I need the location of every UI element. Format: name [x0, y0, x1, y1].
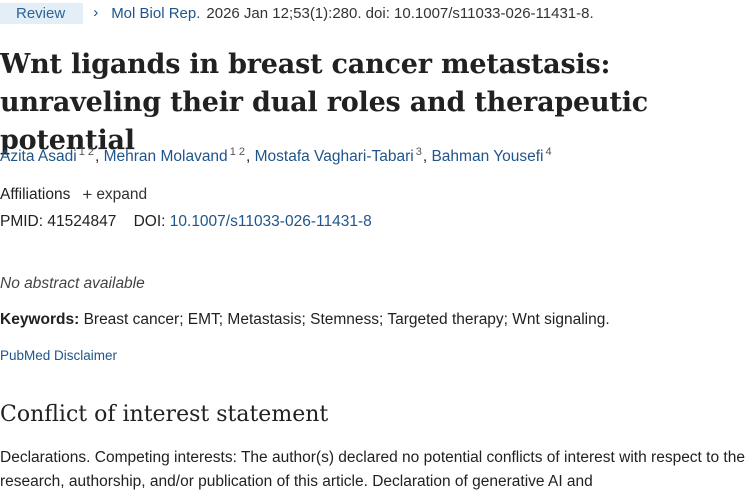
affiliations-label: Affiliations	[0, 186, 71, 203]
no-abstract-note: No abstract available	[0, 275, 145, 292]
citation-line: Review › Mol Biol Rep. 2026 Jan 12;53(1)…	[0, 2, 594, 24]
coi-heading: Conflict of interest statement	[0, 402, 329, 427]
plus-icon[interactable]: +	[82, 185, 93, 204]
article-title: Wnt ligands in breast cancer metastasis:…	[0, 49, 649, 156]
author-affiliation-ref[interactable]: 1 2	[229, 146, 245, 158]
chevron-right-icon[interactable]: ›	[93, 4, 99, 21]
author-affiliation-ref[interactable]: 1 2	[78, 146, 94, 158]
author-link[interactable]: Mostafa Vaghari-Tabari	[254, 148, 414, 166]
pubmed-disclaimer-link[interactable]: PubMed Disclaimer	[0, 348, 118, 363]
citation-text: 2026 Jan 12;53(1):280. doi: 10.1007/s110…	[206, 4, 594, 22]
identifiers: PMID: 41524847 DOI: 10.1007/s11033-026-1…	[0, 213, 372, 231]
doi-label: DOI:	[133, 213, 166, 230]
author-affiliation-ref[interactable]: 4	[545, 146, 552, 158]
pmid-value: 41524847	[47, 213, 117, 230]
expand-button[interactable]: expand	[96, 186, 148, 203]
keywords-label: Keywords:	[0, 311, 80, 328]
keywords: Keywords: Breast cancer; EMT; Metastasis…	[0, 311, 610, 329]
article-type-badge: Review	[0, 2, 84, 24]
affiliations-toggle[interactable]: Affiliations + expand	[0, 185, 147, 205]
author-link[interactable]: Mehran Molavand	[103, 148, 228, 166]
author-affiliation-ref[interactable]: 3	[415, 146, 422, 158]
doi-link[interactable]: 10.1007/s11033-026-11431-8	[169, 213, 372, 230]
journal-link[interactable]: Mol Biol Rep.	[111, 4, 201, 22]
keywords-text: Breast cancer; EMT; Metastasis; Stemness…	[83, 311, 610, 328]
author-link[interactable]: Bahman Yousefi	[431, 148, 544, 166]
author-link[interactable]: Azita Asadi	[0, 148, 77, 166]
author-list: Azita Asadi 1 2, Mehran Molavand 1 2, Most…	[0, 146, 552, 166]
pmid-label: PMID:	[0, 213, 44, 230]
coi-text: Declarations. Competing interests: The a…	[0, 449, 745, 490]
